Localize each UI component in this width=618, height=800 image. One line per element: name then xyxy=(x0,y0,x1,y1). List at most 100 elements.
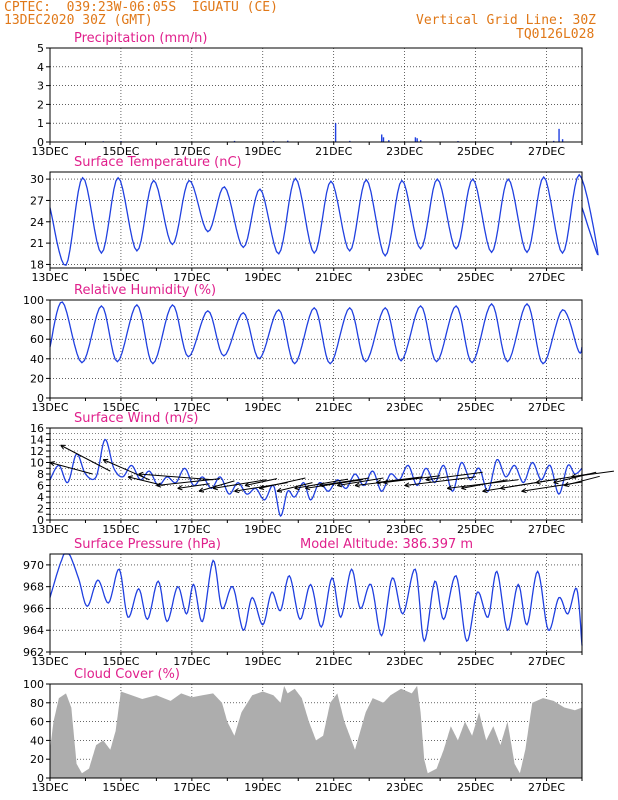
panel-title: Surface Pressure (hPa) xyxy=(74,537,221,552)
x-tick-label: 23DEC xyxy=(386,781,423,794)
wind-vector-head xyxy=(446,485,453,491)
precip-bar xyxy=(233,140,236,142)
wind-vector-head xyxy=(276,487,283,493)
plot-frame xyxy=(49,171,583,269)
wind-vector-head xyxy=(244,482,251,488)
x-tick-label: 19DEC xyxy=(244,401,281,414)
wind-vector xyxy=(404,476,476,486)
wind-vector-head xyxy=(553,479,559,485)
y-tick-label: 4 xyxy=(37,61,44,74)
x-tick-label: 13DEC xyxy=(31,523,68,536)
header-run-time: 13DEC2020 30Z (GMT) xyxy=(4,13,153,28)
y-tick-label: 60 xyxy=(30,716,44,729)
y-tick-label: 10 xyxy=(30,457,44,470)
x-tick-label: 27DEC xyxy=(528,655,565,668)
precip-bar xyxy=(414,137,417,142)
y-tick-label: 966 xyxy=(23,602,44,615)
y-tick-label: 80 xyxy=(30,314,44,327)
header-location: CPTEC: 039:23W-06:05S IGUATU (CE) xyxy=(4,0,278,15)
x-tick-label: 21DEC xyxy=(315,401,352,414)
x-tick-label: 21DEC xyxy=(315,271,352,284)
wind-vector-head xyxy=(138,471,144,477)
y-tick-label: 100 xyxy=(23,678,44,691)
wind-vector-head xyxy=(376,479,382,485)
y-tick-label: 5 xyxy=(37,42,44,55)
wind-vector xyxy=(127,476,164,486)
press-series-line xyxy=(49,553,583,646)
wind-vector xyxy=(305,479,363,489)
x-tick-label: 17DEC xyxy=(173,655,210,668)
x-tick-label: 25DEC xyxy=(457,781,494,794)
wind-vector xyxy=(571,470,614,478)
x-tick-label: 23DEC xyxy=(386,271,423,284)
wind-vector-head xyxy=(305,485,311,491)
precip-bar xyxy=(334,123,337,142)
gridlines xyxy=(50,554,582,652)
x-tick-label: 25DEC xyxy=(457,271,494,284)
y-tick-label: 100 xyxy=(23,294,44,307)
wind-vector-head xyxy=(425,476,431,482)
chart-cloud: 0 20 40 60 80 100 13DEC 15DEC 17DEC 19DEC 21DEC 23D… xyxy=(23,667,583,794)
plot-frame xyxy=(49,47,583,143)
x-tick-label: 25DEC xyxy=(457,401,494,414)
wind-vector-head xyxy=(354,482,360,488)
panel-title: Surface Wind (m/s) xyxy=(74,411,198,426)
wind-vector-head xyxy=(319,482,325,488)
y-tick-label: 964 xyxy=(23,624,44,637)
wind-vector xyxy=(213,479,267,489)
y-tick-label: 962 xyxy=(23,646,44,659)
y-tick-label: 21 xyxy=(30,237,44,250)
wind-vector xyxy=(102,459,150,481)
wind-vector-head xyxy=(461,484,467,491)
wind-vector-head xyxy=(404,482,410,488)
wind-vector-head xyxy=(294,485,300,491)
x-tick-label: 17DEC xyxy=(173,271,210,284)
wind-vector xyxy=(244,478,278,486)
x-tick-label: 25DEC xyxy=(457,655,494,668)
y-tick-label: 970 xyxy=(23,559,44,572)
y-tick-label: 80 xyxy=(30,697,44,710)
x-tick-label: 19DEC xyxy=(244,655,281,668)
y-tick-label: 8 xyxy=(37,468,44,481)
wind-vector-head xyxy=(336,482,343,488)
wind-vector-head xyxy=(198,487,204,493)
wind-vector-head xyxy=(563,481,570,487)
x-tick-label: 15DEC xyxy=(102,523,139,536)
y-tick-label: 24 xyxy=(30,216,44,229)
chart-temp: 18 21 24 27 30 13DEC 15DEC 17DEC 19DEC 21DEC 23DEC… xyxy=(30,155,599,284)
y-tick-label: 6 xyxy=(37,480,44,493)
wind-vector-head xyxy=(49,461,55,467)
wind-vector xyxy=(138,473,214,481)
x-tick-label: 19DEC xyxy=(244,271,281,284)
wind-vector-head xyxy=(60,444,66,450)
y-tick-label: 0 xyxy=(37,772,44,785)
plot-frame xyxy=(49,427,583,521)
wind-vector xyxy=(425,471,483,481)
precip-bar xyxy=(388,140,390,142)
plot-frame xyxy=(49,299,583,399)
x-tick-label: 15DEC xyxy=(102,271,139,284)
x-tick-label: 27DEC xyxy=(528,401,565,414)
y-tick-label: 40 xyxy=(30,734,44,747)
x-tick-label: 17DEC xyxy=(173,523,210,536)
x-tick-label: 25DEC xyxy=(457,523,494,536)
wind-vector-head xyxy=(234,487,240,494)
x-tick-label: 27DEC xyxy=(528,781,565,794)
x-tick-label: 21DEC xyxy=(315,781,352,794)
wind-vector-head xyxy=(102,458,109,464)
x-tick-label: 17DEC xyxy=(173,781,210,794)
wind-vector-head xyxy=(521,487,527,494)
x-tick-label: 21DEC xyxy=(315,655,352,668)
y-tick-label: 4 xyxy=(37,491,44,504)
y-tick-label: 12 xyxy=(30,445,44,458)
y-tick-label: 0 xyxy=(37,514,44,527)
x-tick-label: 27DEC xyxy=(528,271,565,284)
gridlines xyxy=(50,300,582,398)
x-tick-label: 13DEC xyxy=(31,401,68,414)
y-tick-label: 1 xyxy=(37,117,44,130)
x-tick-label: 17DEC xyxy=(173,145,210,158)
y-tick-label: 16 xyxy=(30,422,44,435)
wind-vector-head xyxy=(500,485,506,491)
header-vertical-grid-note: Vertical Grid Line: 30Z xyxy=(416,13,597,28)
